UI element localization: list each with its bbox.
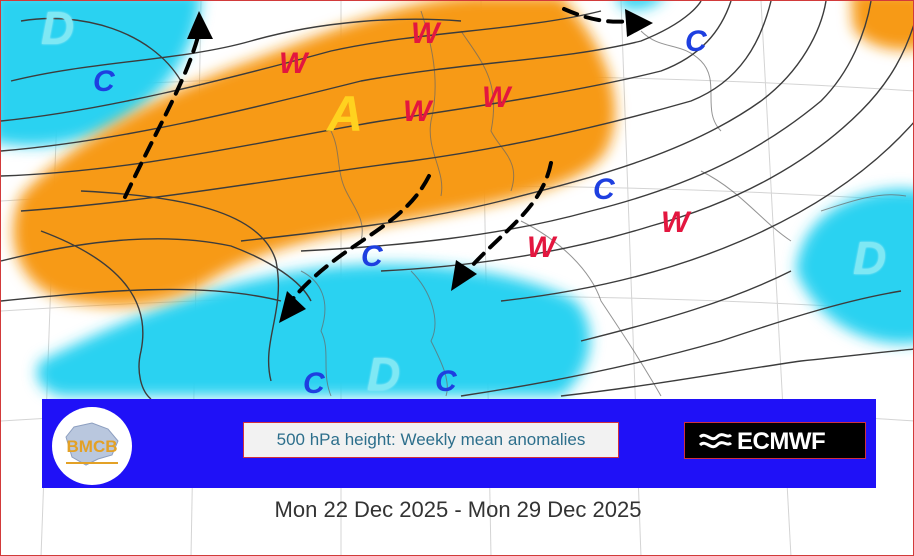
label-c-med-right: C [435,365,457,398]
label-w-north-atlantic: W [279,47,308,80]
arrow-iberia [289,174,431,303]
orange-anomaly-main [13,1,616,306]
label-w-norway-north: W [411,17,440,50]
cyan-anomaly-east [796,189,913,344]
arrowhead-iberia [279,291,306,323]
label-w-east-europe: W [661,206,690,239]
belgium-map-icon [65,422,119,466]
flow-arrows [123,7,633,303]
bmcb-logo: BMCB [52,407,132,485]
arrow-heads [187,9,653,323]
label-w-balkans: W [527,231,556,264]
height-contours [1,1,913,400]
cyan-anomaly-mediterranean [37,264,591,396]
arrowhead-top-east [625,9,653,37]
label-c-central-europe: C [593,173,615,206]
orange-anomaly-top-right [851,1,913,50]
label-c-ne-top: C [685,25,707,58]
cyan-anomaly-top-right [619,1,660,10]
logo-text: BMCB [66,437,118,456]
negative-anomaly-areas [1,1,913,396]
label-d-east: D [853,232,887,284]
label-w-norway: W [403,95,432,128]
arrowhead-italy [451,260,477,291]
map-title-box: 500 hPa height: Weekly mean anomalies [243,422,619,458]
ecmwf-text: ECMWF [737,428,826,455]
positive-anomaly-areas [13,1,913,306]
label-w-finland: W [482,81,511,114]
ecmwf-logo: ECMWF [684,422,866,459]
label-c-west-med: C [361,240,383,273]
arrow-north-atlantic [123,31,201,199]
date-range: Mon 22 Dec 2025 - Mon 29 Dec 2025 [274,497,642,522]
label-a-center: A [327,86,364,142]
cyan-anomaly-northwest [1,1,201,146]
arrow-italy [461,161,553,278]
map-title: 500 hPa height: Weekly mean anomalies [276,430,586,449]
ecmwf-wave-icon [698,433,733,449]
label-c-med-left: C [303,367,325,400]
label-c-northwest: C [93,65,115,98]
coastlines [300,10,907,397]
arrowhead-north [187,11,213,39]
label-d-northwest: D [41,2,75,54]
label-d-mediterranean: D [367,348,401,400]
arrow-top-east [562,7,633,24]
